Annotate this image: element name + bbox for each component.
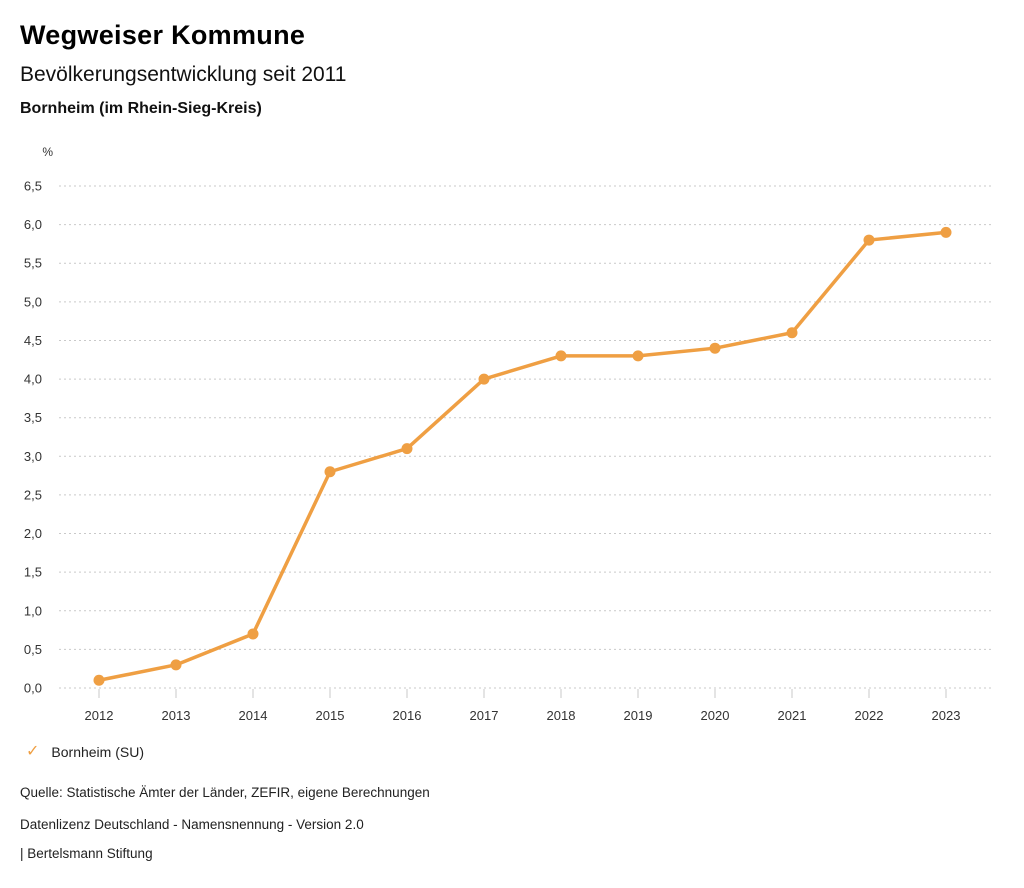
x-axis-label: 2017 <box>470 708 499 723</box>
x-axis-label: 2020 <box>701 708 730 723</box>
x-axis-label: 2023 <box>932 708 961 723</box>
y-axis-label: 4,5 <box>24 333 42 348</box>
chart-title: Bevölkerungsentwicklung seit 2011 <box>20 63 347 86</box>
data-point-2012 <box>93 674 105 686</box>
x-axis-label: 2016 <box>393 708 422 723</box>
y-axis-label: 5,5 <box>24 256 42 271</box>
x-axis-label: 2019 <box>624 708 653 723</box>
x-axis-label: 2014 <box>239 708 268 723</box>
data-point-2016 <box>401 443 413 455</box>
data-point-2023 <box>940 226 952 238</box>
legend-label: Bornheim (SU) <box>51 744 144 760</box>
license-text: Datenlizenz Deutschland - Namensnennung … <box>20 817 364 832</box>
data-point-2015 <box>324 466 336 478</box>
y-axis-label: 2,0 <box>24 526 42 541</box>
data-point-2018 <box>555 350 567 362</box>
y-axis-label: 2,5 <box>24 487 42 502</box>
region-subtitle: Bornheim (im Rhein-Sieg-Kreis) <box>20 100 262 117</box>
y-axis-unit-label: % <box>42 145 53 159</box>
y-axis-label: 3,0 <box>24 449 42 464</box>
y-axis-label: 1,0 <box>24 603 42 618</box>
page-title: Wegweiser Kommune <box>20 20 306 50</box>
source-text: Quelle: Statistische Ämter der Länder, Z… <box>20 785 430 800</box>
data-point-2014 <box>247 628 259 640</box>
y-axis-label: 0,5 <box>24 642 42 657</box>
data-point-2020 <box>709 342 721 354</box>
population-chart: 0,0 0,5 1,0 1,5 2,0 2,5 3,0 3,5 4,0 4,5 5,0 5,5 6,0 6… <box>24 145 991 723</box>
y-axis-label: 6,5 <box>24 179 42 194</box>
data-point-2013 <box>170 659 182 671</box>
data-point-2017 <box>478 373 490 385</box>
x-axis-label: 2012 <box>85 708 114 723</box>
data-point-2019 <box>632 350 644 362</box>
data-point-2021 <box>786 327 798 339</box>
header: Wegweiser Kommune Bevölkerungsentwicklun… <box>20 18 346 119</box>
y-axis-label: 5,0 <box>24 294 42 309</box>
x-axis-label: 2015 <box>316 708 345 723</box>
y-axis-label: 1,5 <box>24 565 42 580</box>
check-icon: ✓ <box>26 743 40 760</box>
attribution-text: | Bertelsmann Stiftung <box>20 846 153 861</box>
y-axis-label: 0,0 <box>24 681 42 696</box>
y-axis-label: 3,5 <box>24 410 42 425</box>
y-axis-label: 4,0 <box>24 372 42 387</box>
y-axis-label: 6,0 <box>24 217 42 232</box>
series-line <box>97 230 948 683</box>
data-point-2022 <box>863 234 875 246</box>
legend-item-bornheim[interactable]: ✓ Bornheim (SU) <box>26 743 144 761</box>
x-axis-label: 2018 <box>547 708 576 723</box>
x-axis-label: 2022 <box>855 708 884 723</box>
x-axis-label: 2021 <box>778 708 807 723</box>
x-axis-label: 2013 <box>162 708 191 723</box>
